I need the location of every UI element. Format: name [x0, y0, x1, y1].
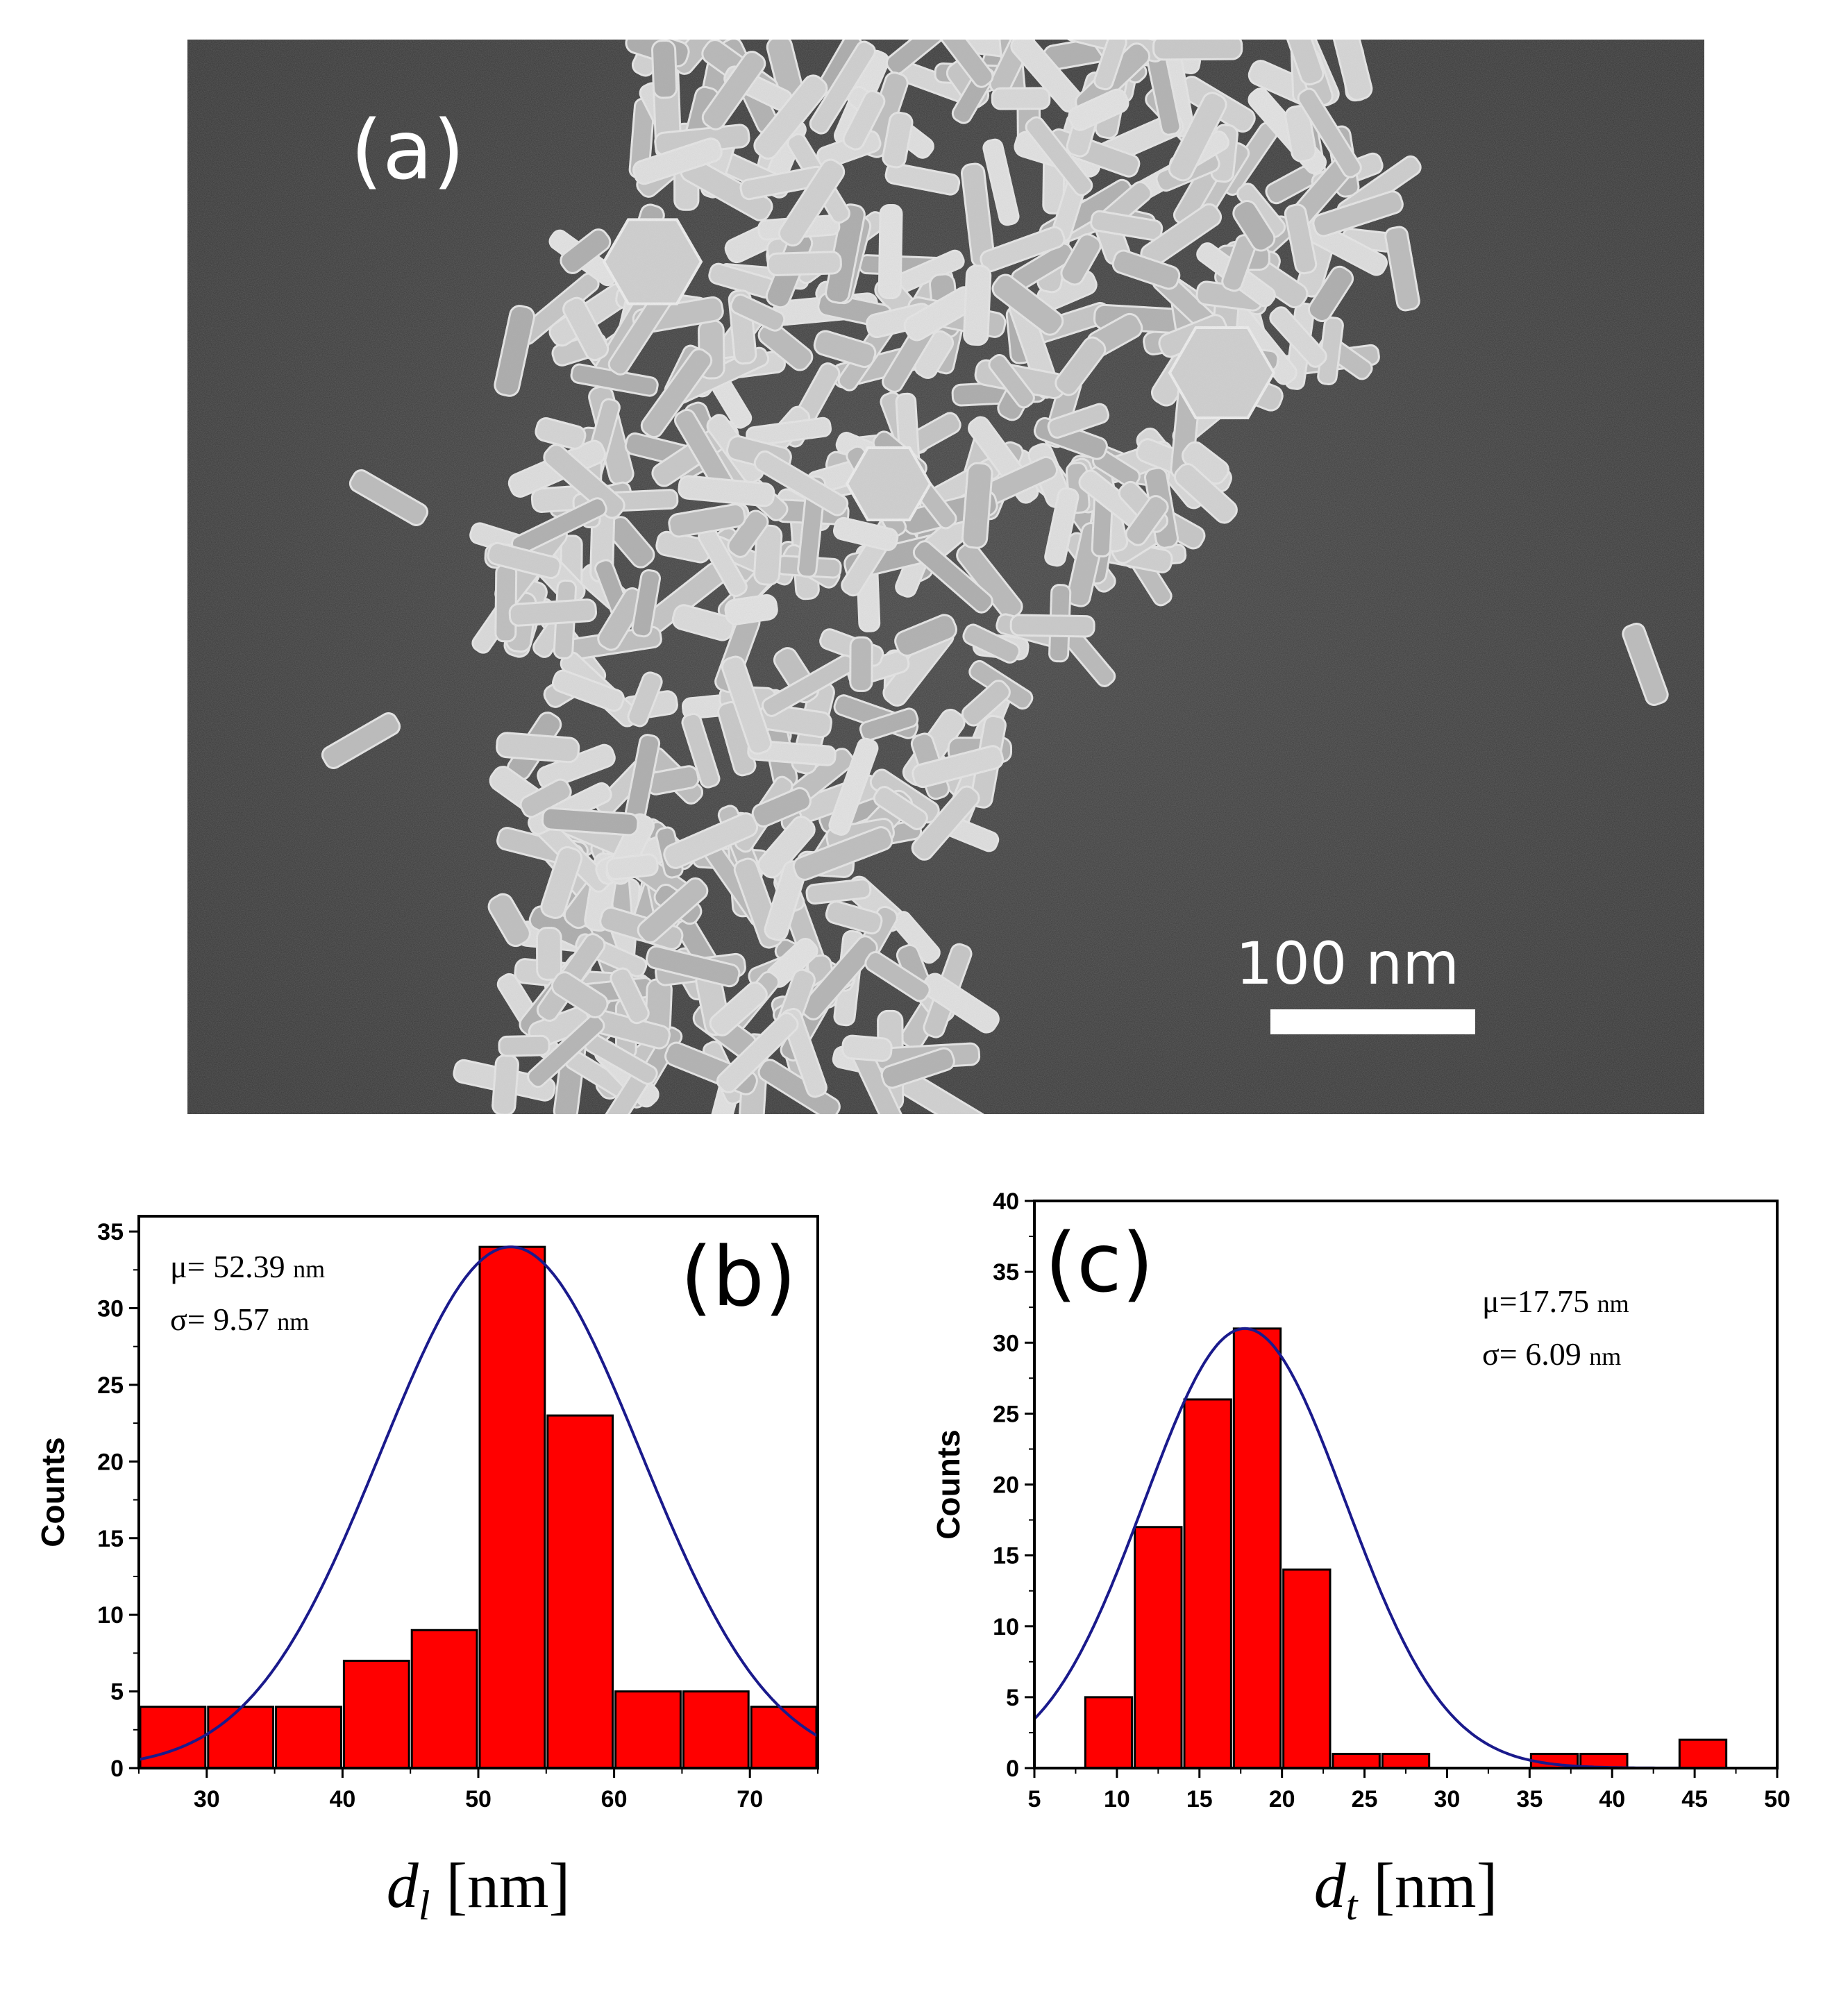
histogram-bar — [1232, 1327, 1282, 1769]
histogram-bar — [275, 1706, 342, 1769]
histogram-bar — [614, 1690, 682, 1769]
histogram-bar — [1678, 1738, 1728, 1769]
x-tick-label: 60 — [601, 1786, 628, 1813]
scale-bar-label: 100 nm — [1236, 930, 1459, 998]
sigma-annotation: σ= 6.09 nm — [1482, 1336, 1621, 1372]
x-axis-label: dl [nm] — [387, 1850, 571, 1928]
y-axis-label: Counts — [930, 1429, 966, 1539]
histogram-bar — [1332, 1753, 1381, 1769]
y-axis-label: Counts — [35, 1437, 71, 1547]
y-tick-label: 15 — [993, 1543, 1019, 1570]
x-tick-label: 45 — [1681, 1786, 1708, 1813]
y-tick-label: 20 — [97, 1449, 124, 1475]
x-tick-label: 20 — [1269, 1786, 1295, 1813]
histogram-bar — [207, 1706, 275, 1769]
scale-bar — [1270, 1009, 1475, 1034]
x-tick-label: 10 — [1104, 1786, 1130, 1813]
x-tick-label: 50 — [1764, 1786, 1790, 1813]
histogram-bar — [1381, 1753, 1431, 1769]
y-tick-label: 5 — [1006, 1685, 1019, 1711]
panel-label-a: (a) — [351, 102, 464, 198]
histogram-bar — [139, 1706, 207, 1769]
sigma-annotation: σ= 9.57 nm — [170, 1302, 309, 1337]
histogram-bar — [478, 1245, 546, 1769]
histogram-bar — [1084, 1696, 1134, 1769]
sem-micrograph: (a) 100 nm — [187, 40, 1704, 1114]
histogram-bar — [410, 1629, 478, 1769]
x-axis-label: dt [nm] — [1314, 1850, 1498, 1928]
histogram-bar — [1134, 1526, 1183, 1769]
histogram-bar — [342, 1659, 410, 1769]
x-tick-label: 35 — [1516, 1786, 1543, 1813]
x-tick-label: 25 — [1352, 1786, 1378, 1813]
histogram-panel-b: 30 40 50 60 70 0 5 10 15 20 25 30 35 Counts dl [nm] μ= … — [35, 1215, 819, 1928]
x-tick-label: 40 — [329, 1786, 355, 1813]
mean-annotation: μ= 52.39 nm — [170, 1249, 325, 1284]
panel-label: (c) — [1045, 1215, 1154, 1311]
x-tick-label: 15 — [1186, 1786, 1213, 1813]
histogram-bar — [546, 1414, 614, 1769]
y-tick-label: 10 — [97, 1602, 124, 1629]
y-tick-label: 35 — [97, 1219, 124, 1245]
y-tick-label: 25 — [993, 1401, 1019, 1427]
x-tick-label: 50 — [465, 1786, 492, 1813]
y-tick-label: 5 — [110, 1679, 124, 1706]
y-tick-label: 0 — [1006, 1756, 1019, 1782]
y-tick-label: 30 — [993, 1330, 1019, 1356]
y-tick-label: 10 — [993, 1614, 1019, 1640]
y-tick-label: 20 — [993, 1472, 1019, 1499]
histogram-bar — [1282, 1568, 1332, 1769]
histogram-panel-c: 5 10 15 20 25 30 35 40 45 500510152025303540Count… — [930, 1188, 1790, 1928]
gaussian-fit-curve — [138, 1245, 818, 1761]
x-tick-label: 70 — [737, 1786, 763, 1813]
mean-annotation: μ=17.75 nm — [1482, 1284, 1629, 1319]
x-tick-label: 5 — [1028, 1786, 1041, 1813]
x-tick-label: 30 — [1434, 1786, 1461, 1813]
y-tick-label: 0 — [110, 1756, 124, 1782]
x-tick-label: 40 — [1599, 1786, 1625, 1813]
y-tick-label: 15 — [97, 1526, 124, 1552]
histogram-bar — [750, 1706, 818, 1769]
histogram-bar — [682, 1690, 750, 1769]
y-tick-label: 25 — [97, 1372, 124, 1399]
panel-label: (b) — [680, 1229, 796, 1325]
histogram-bar — [1183, 1398, 1232, 1769]
sem-image-panel: (a) 100 nm — [187, 40, 1704, 1114]
y-tick-label: 30 — [97, 1296, 124, 1322]
y-tick-label: 40 — [993, 1188, 1019, 1215]
y-tick-label: 35 — [993, 1259, 1019, 1286]
x-tick-label: 30 — [194, 1786, 220, 1813]
